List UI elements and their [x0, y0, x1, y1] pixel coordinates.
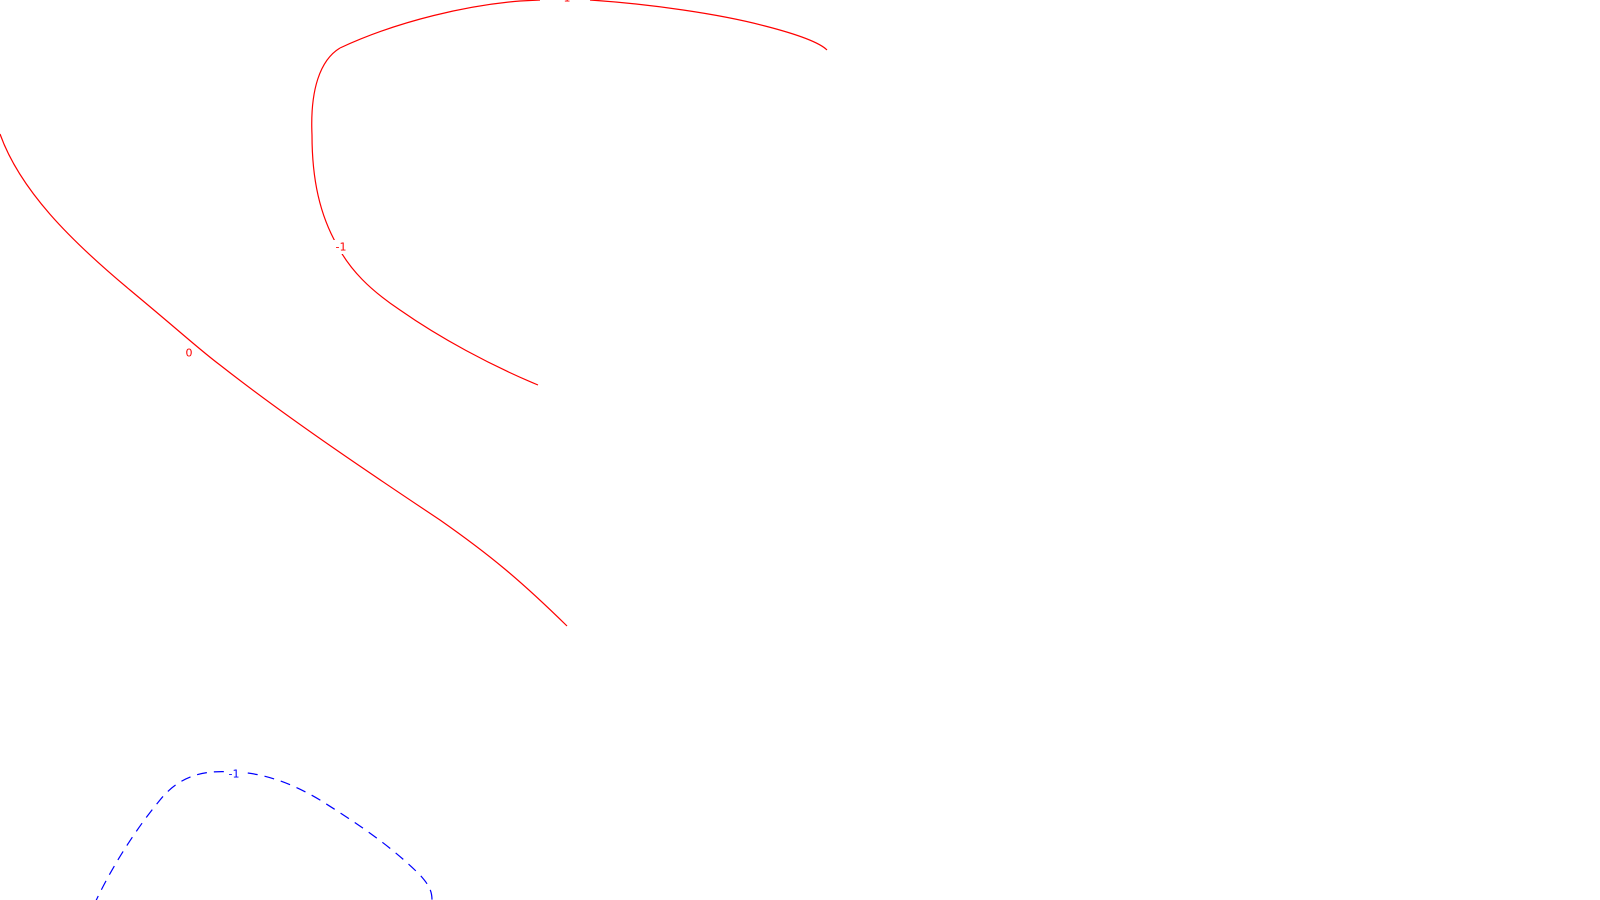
contour-zero-path: [0, 133, 568, 627]
contour-minus-one-blue-path: [95, 771, 433, 900]
contour-minus-one-blue-label: -1: [229, 768, 240, 781]
contour-minus-one-top-label: -1: [560, 0, 571, 5]
contour-zero-label: 0: [186, 347, 193, 360]
contour-line-minus-one-top: -1: [339, 0, 828, 51]
contour-minus-one-red-label: -1: [336, 241, 347, 254]
contour-line-zero: 0: [0, 133, 568, 627]
contour-line-minus-one-red: -1: [311, 47, 539, 386]
contour-minus-one-red-path: [311, 47, 539, 386]
contour-line-minus-one-blue: -1: [95, 767, 433, 900]
contour-minus-one-top-path: [339, 0, 828, 51]
